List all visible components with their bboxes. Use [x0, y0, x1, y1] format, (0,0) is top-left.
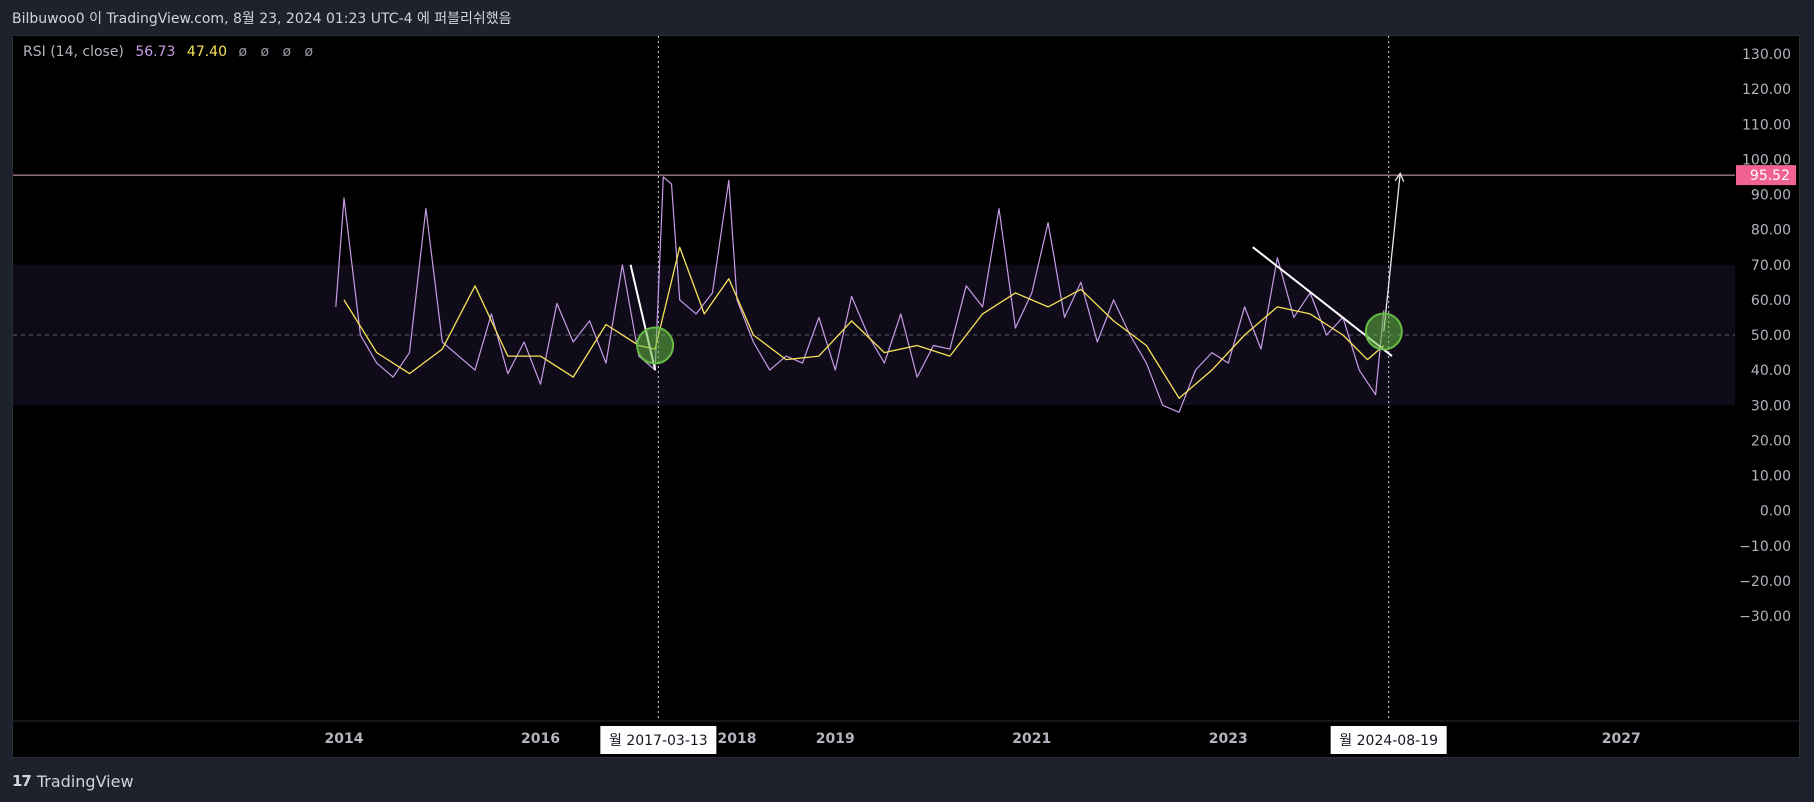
arrow-head-icon [1394, 172, 1405, 182]
ma-line [343, 246, 1385, 399]
level-badge-label: 95.52 [1750, 168, 1790, 184]
y-tick-label: −30.00 [1739, 609, 1791, 625]
price-axis-panel [1735, 36, 1799, 757]
y-tick-label: 0.00 [1760, 504, 1791, 520]
y-tick-label: 20.00 [1751, 433, 1791, 449]
y-tick-label: 50.00 [1751, 328, 1791, 344]
nil-value: ø [304, 44, 314, 60]
x-tick-label: 2014 [325, 731, 364, 747]
marker-circle [1364, 312, 1403, 351]
nil-value: ø [238, 44, 248, 60]
rsi-chart[interactable]: 130.00 120.00 110.00 100.00 90.00 80.00 70.00 6… [13, 36, 1800, 758]
y-tick-label: 100.00 [1742, 152, 1791, 168]
y-tick-label: −20.00 [1739, 574, 1791, 590]
y-tick-label: 70.00 [1751, 258, 1791, 274]
y-tick-label: 80.00 [1751, 223, 1791, 239]
y-tick-label: 120.00 [1742, 82, 1791, 98]
y-tick-label: 30.00 [1751, 398, 1791, 414]
y-tick-label: 110.00 [1742, 117, 1791, 133]
chart-pane[interactable]: 130.00 120.00 110.00 100.00 90.00 80.00 70.00 6… [12, 35, 1800, 758]
nil-value: ø [260, 44, 270, 60]
indicator-name[interactable]: RSI (14, close) [23, 44, 124, 60]
target-arrow [1383, 173, 1401, 332]
x-tick-label: 2023 [1209, 731, 1248, 747]
ma-value: 47.40 [186, 44, 227, 60]
indicator-legend[interactable]: RSI (14, close) 56.73 47.40 ø ø ø ø [23, 44, 322, 60]
y-tick-label: 10.00 [1751, 469, 1791, 485]
level-badge [1736, 165, 1796, 186]
y-tick-label: 60.00 [1751, 293, 1791, 309]
brand-name: TradingView [36, 771, 134, 791]
crosshair-date-label: 월 2017-03-13 [609, 733, 708, 749]
crosshair-date-label-box [1330, 726, 1447, 754]
crosshair-date-label: 월 2024-08-19 [1339, 733, 1438, 749]
y-tick-label: 130.00 [1742, 47, 1791, 63]
x-tick-label: 2019 [816, 731, 855, 747]
crosshair-date-label-box [600, 726, 717, 754]
marker-circle [636, 326, 675, 365]
tradingview-logo-icon: 17 [12, 772, 32, 790]
rsi-value: 56.73 [135, 44, 176, 60]
tradingview-footer[interactable]: 17 TradingView [12, 770, 134, 792]
publish-header: Bilbuwoo0 이 TradingView.com, 8월 23, 2024… [12, 11, 512, 27]
y-tick-label: 90.00 [1751, 188, 1791, 204]
x-tick-label: 2016 [521, 731, 560, 747]
y-tick-label: −10.00 [1739, 539, 1791, 555]
y-tick-label: 40.00 [1751, 363, 1791, 379]
nil-value: ø [282, 44, 292, 60]
x-tick-label: 2021 [1012, 731, 1051, 747]
rsi-line [335, 176, 1385, 413]
x-tick-label: 2018 [718, 731, 757, 747]
x-tick-label: 2027 [1602, 731, 1641, 747]
